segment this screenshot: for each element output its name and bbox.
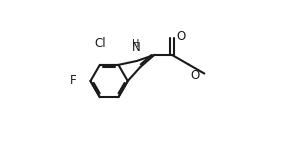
- Text: F: F: [70, 75, 77, 87]
- Text: O: O: [176, 30, 185, 43]
- Text: H: H: [132, 39, 139, 49]
- Text: N: N: [131, 41, 140, 54]
- Text: Cl: Cl: [95, 37, 107, 50]
- Text: O: O: [190, 69, 200, 82]
